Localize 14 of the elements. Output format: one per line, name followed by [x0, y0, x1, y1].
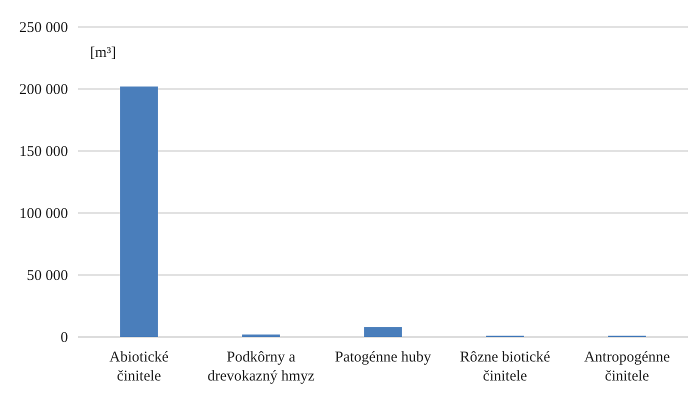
bar	[120, 86, 158, 337]
y-tick-label: 250 000	[19, 20, 68, 36]
x-tick-label: Patogénne huby	[334, 350, 432, 366]
y-tick-label: 100 000	[19, 206, 68, 222]
x-tick-label: Abiotické činitele	[109, 350, 169, 384]
y-tick-label: 200 000	[19, 82, 68, 98]
x-tick-label: Rôzne biotické činitele	[460, 350, 551, 384]
y-tick-label: 150 000	[19, 144, 68, 160]
y-axis-title: [m³]	[90, 45, 116, 61]
x-tick-label: Antropogénne činitele	[584, 350, 670, 384]
y-tick-label: 0	[60, 330, 68, 346]
y-tick-label: 50 000	[26, 268, 68, 284]
bar	[364, 327, 402, 337]
x-tick-label: Podkôrny a drevokazný hmyz	[207, 350, 315, 384]
